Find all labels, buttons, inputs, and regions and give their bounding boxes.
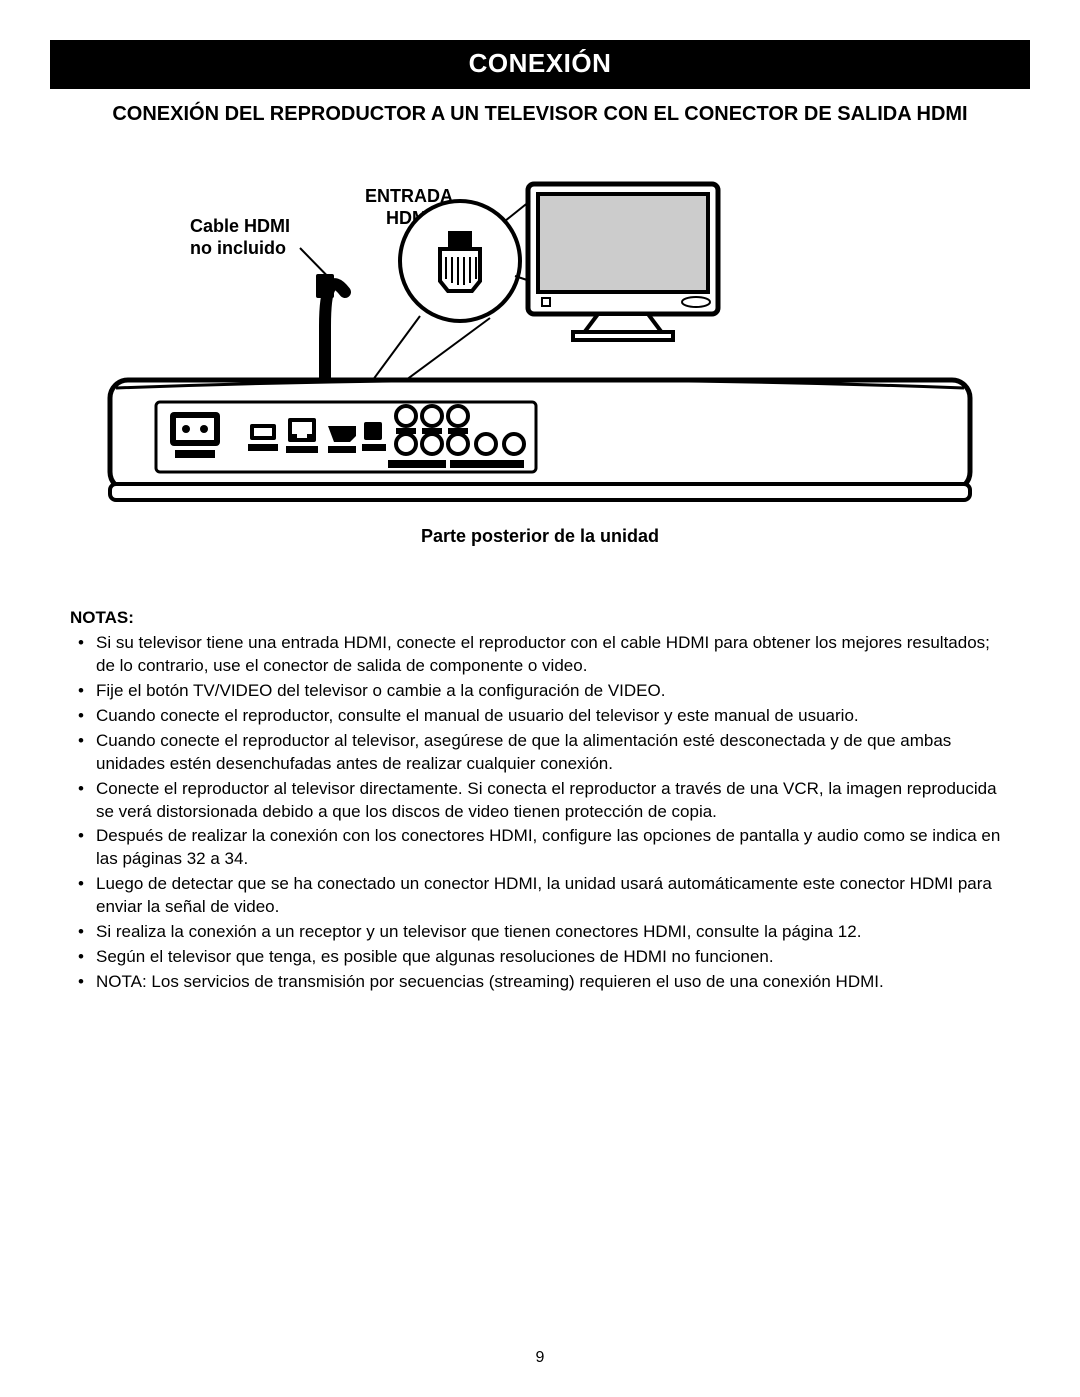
page-number: 9 (0, 1349, 1080, 1367)
hdmi-magnifier-icon (400, 201, 530, 321)
note-item: NOTA: Los servicios de transmisión por s… (70, 971, 1010, 994)
note-item: Cuando conecte el reproductor al televis… (70, 730, 1010, 776)
notes-section: NOTAS: Si su televisor tiene una entrada… (50, 567, 1030, 1016)
notes-heading: NOTAS: (70, 607, 1010, 630)
note-item: Según el televisor que tenga, es posible… (70, 946, 1010, 969)
note-item: Si su televisor tiene una entrada HDMI, … (70, 632, 1010, 678)
page-frame: CONEXIÓN (50, 40, 1030, 89)
player-rear-icon (110, 380, 970, 500)
connection-diagram: Cable HDMI no incluido ENTRADA HDMI Tele… (50, 156, 1030, 516)
note-item: Fije el botón TV/VIDEO del televisor o c… (70, 680, 1010, 703)
notes-list: Si su televisor tiene una entrada HDMI, … (70, 632, 1010, 994)
note-item: Si realiza la conexión a un receptor y u… (70, 921, 1010, 944)
note-item: Cuando conecte el reproductor, consulte … (70, 705, 1010, 728)
note-item: Luego de detectar que se ha conectado un… (70, 873, 1010, 919)
page-subtitle: CONEXIÓN DEL REPRODUCTOR A UN TELEVISOR … (50, 89, 1030, 156)
note-item: Después de realizar la conexión con los … (70, 825, 1010, 871)
tv-icon (528, 184, 718, 340)
diagram-svg (50, 156, 1030, 516)
note-item: Conecte el reproductor al televisor dire… (70, 778, 1010, 824)
diagram-caption: Parte posterior de la unidad (50, 516, 1030, 567)
section-header: CONEXIÓN (52, 42, 1028, 87)
